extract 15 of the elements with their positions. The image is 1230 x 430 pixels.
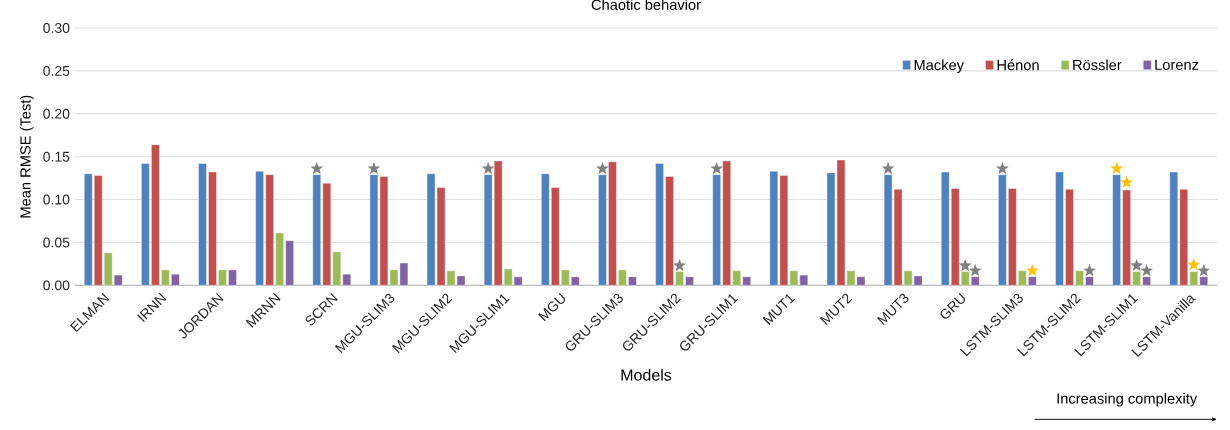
y-tick-label: 0.15 — [43, 151, 70, 162]
y-tick-label: 0.20 — [43, 108, 70, 119]
y-axis-title: Mean RMSE (Test) — [19, 95, 34, 218]
y-tick-label: 0.30 — [43, 23, 70, 33]
x-axis-title: Models — [621, 368, 672, 381]
text: Increasing complexity — [1057, 392, 1198, 407]
chart-title: Chaotic behavior — [591, 0, 701, 10]
legend-label: Mackey — [914, 59, 964, 74]
legend-label: Hénon — [997, 59, 1039, 71]
y-tick-label: 0.05 — [43, 237, 70, 248]
y-tick-label: 0.25 — [43, 65, 70, 76]
legend-label: Rössler — [1073, 59, 1122, 71]
y-tick-label: 0.00 — [43, 280, 70, 291]
legend-label: Lorenz — [1155, 59, 1199, 70]
y-tick-label: 0.10 — [43, 194, 70, 205]
